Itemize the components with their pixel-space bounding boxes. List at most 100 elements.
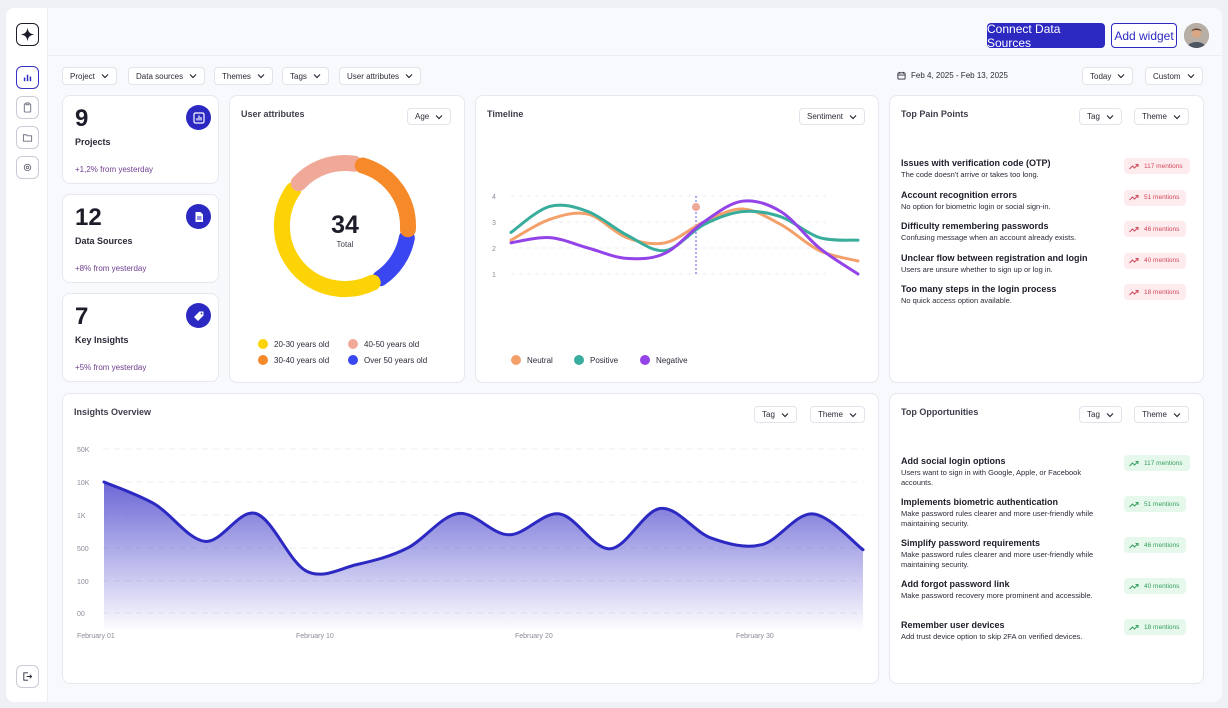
x-tick-label: February 20: [515, 633, 553, 640]
dropdown-label: Age: [415, 112, 430, 121]
trend-up-icon: [1129, 195, 1139, 201]
hover-point[interactable]: [692, 203, 700, 211]
nav-settings-icon[interactable]: [16, 156, 39, 179]
logo-icon[interactable]: [16, 23, 39, 46]
dropdown-label: Tag: [1087, 112, 1100, 121]
filter-themes[interactable]: Themes: [214, 67, 273, 85]
insights-overview-card: Insights Overview Tag Theme 50K 10K 1K 500 1…: [62, 393, 879, 684]
donut-slice[interactable]: [290, 155, 363, 192]
chevron-down-icon: [849, 114, 857, 119]
item-description: Make password rules clearer and more use…: [901, 550, 1094, 569]
y-tick-label: 50K: [77, 447, 90, 454]
chevron-down-icon: [313, 74, 321, 79]
connect-data-sources-button[interactable]: Connect Data Sources: [987, 22, 1105, 50]
filter-project[interactable]: Project: [62, 67, 117, 85]
calendar-icon: [897, 71, 906, 80]
nav-folder-icon[interactable]: [16, 126, 39, 149]
item-title: Remember user devices: [901, 620, 1005, 630]
trend-up-icon: [1129, 163, 1139, 169]
stat-card-key-insights[interactable]: 7 Key Insights +5% from yesterday: [62, 293, 219, 382]
filter-user-attributes[interactable]: User attributes: [339, 67, 422, 85]
theme-dropdown[interactable]: Theme: [1134, 108, 1189, 125]
sentiment-dropdown[interactable]: Sentiment: [799, 108, 866, 125]
chevron-down-icon: [405, 74, 413, 79]
avatar[interactable]: [1184, 23, 1209, 48]
stat-change: +5% from yesterday: [75, 363, 147, 372]
custom-dropdown[interactable]: Custom: [1145, 67, 1203, 85]
user-attributes-card: User attributes Age 34 Total 20-30 years…: [229, 95, 465, 383]
legend-label: Positive: [590, 355, 619, 365]
theme-dropdown[interactable]: Theme: [1134, 406, 1189, 423]
series-line[interactable]: [509, 207, 860, 263]
donut-slice[interactable]: [354, 157, 416, 238]
chevron-down-icon: [189, 74, 197, 79]
nav-dashboard-icon[interactable]: [16, 66, 39, 89]
tag-dropdown[interactable]: Tag: [1079, 108, 1122, 125]
y-tick-label: 10K: [77, 480, 90, 487]
item-title: Too many steps in the login process: [901, 284, 1057, 294]
mentions-label: 46 mentions: [1144, 225, 1180, 233]
dropdown-label: Tag: [762, 410, 775, 419]
sidebar: [6, 8, 48, 702]
trend-up-icon: [1129, 226, 1139, 232]
area-line[interactable]: [102, 480, 865, 576]
mentions-label: 51 mentions: [1144, 500, 1180, 508]
tag-dropdown[interactable]: Tag: [1079, 406, 1122, 423]
card-title: Top Opportunities: [901, 407, 979, 417]
mentions-label: 46 mentions: [1144, 541, 1180, 549]
mentions-badge: 51 mentions: [1124, 189, 1187, 206]
document-icon: [186, 204, 211, 229]
filter-label: Themes: [222, 71, 251, 81]
chevron-down-icon: [257, 74, 265, 79]
item-description: Add trust device option to skip 2FA on v…: [901, 632, 1083, 641]
legend-dot: [640, 355, 650, 365]
item-description: No option for biometric login or social …: [901, 201, 1051, 211]
filter-label: Project: [70, 71, 95, 81]
add-widget-button[interactable]: Add widget: [1111, 23, 1177, 48]
logout-icon[interactable]: [16, 665, 39, 688]
date-range[interactable]: Feb 4, 2025 - Feb 13, 2025: [897, 71, 1008, 80]
chevron-down-icon: [849, 412, 857, 417]
legend-dot: [574, 355, 584, 365]
donut-slice[interactable]: [372, 230, 415, 287]
item-description: Make password recovery more prominent an…: [901, 591, 1093, 600]
nav-clipboard-icon[interactable]: [16, 96, 39, 119]
today-dropdown[interactable]: Today: [1082, 67, 1134, 85]
item-title: Implements biometric authentication: [901, 497, 1059, 507]
tag-dropdown[interactable]: Tag: [754, 406, 797, 423]
stat-card-data-sources[interactable]: 12 Data Sources +8% from yesterday: [62, 194, 219, 283]
item-title: Issues with verification code (OTP): [901, 158, 1051, 168]
donut-total-value: 34: [331, 211, 359, 239]
legend-label: 30-40 years old: [274, 355, 330, 365]
stat-card-projects[interactable]: 9 Projects +1,2% from yesterday: [62, 95, 219, 184]
trend-up-icon: [1129, 258, 1139, 264]
mentions-label: 18 mentions: [1144, 288, 1180, 296]
mentions-badge: 40 mentions: [1124, 578, 1187, 594]
item-title: Difficulty remembering passwords: [901, 221, 1049, 231]
age-dropdown[interactable]: Age: [407, 108, 452, 125]
chevron-down-icon: [101, 74, 109, 79]
date-range-label: Feb 4, 2025 - Feb 13, 2025: [911, 71, 1008, 80]
trend-up-icon: [1129, 624, 1139, 630]
filter-data-sources[interactable]: Data sources: [128, 67, 206, 85]
chevron-down-icon: [1187, 74, 1194, 79]
today-label: Today: [1090, 71, 1112, 81]
x-tick-label: February 30: [736, 633, 774, 640]
card-title: Insights Overview: [74, 407, 152, 417]
stat-label: Key Insights: [75, 335, 129, 345]
legend-dot: [348, 355, 358, 365]
stat-change: +8% from yesterday: [75, 264, 147, 273]
chevron-down-icon: [1106, 412, 1114, 417]
legend-item: 40-50 years old: [348, 339, 419, 349]
app-window: Connect Data Sources Add widget Project …: [6, 8, 1222, 702]
stat-change: +1,2% from yesterday: [75, 165, 154, 174]
y-tick-label: 2: [492, 246, 496, 253]
theme-dropdown[interactable]: Theme: [810, 406, 865, 423]
donut-slice[interactable]: [273, 182, 381, 297]
filter-tags[interactable]: Tags: [282, 67, 329, 85]
legend-label: 20-30 years old: [274, 339, 330, 349]
item-description: Users want to sign in with Google, Apple…: [901, 468, 1082, 487]
stat-label: Projects: [75, 137, 111, 147]
card-title: Timeline: [487, 109, 524, 119]
series-line[interactable]: [509, 199, 860, 276]
